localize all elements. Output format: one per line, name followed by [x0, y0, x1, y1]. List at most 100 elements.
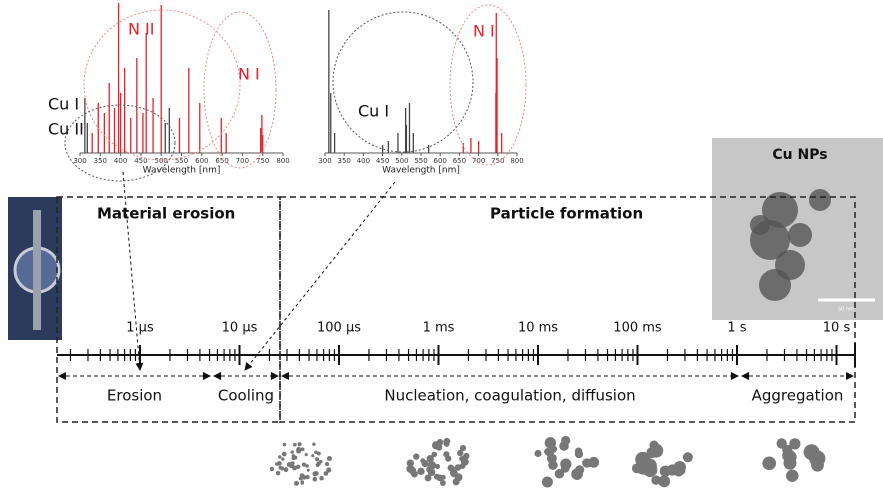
time-label: 10 µs: [222, 321, 258, 336]
cluster-particle: [643, 458, 657, 472]
cluster-particle: [291, 456, 295, 460]
time-label: 10 s: [823, 321, 851, 336]
photo-detail: [33, 210, 41, 330]
connector-arrow: [245, 182, 395, 370]
cluster-particle: [277, 461, 282, 466]
nanoparticle: [759, 269, 791, 301]
species-label: Cu II: [48, 120, 84, 139]
cluster-particle: [460, 445, 466, 451]
cluster-particle: [411, 471, 418, 478]
image-label: Cu NPs: [772, 147, 827, 163]
spectrum-tick-label: 750: [256, 157, 269, 165]
cluster-particle: [283, 443, 287, 447]
cluster-particle: [804, 444, 820, 460]
cluster-particle: [545, 437, 556, 448]
cluster-particle: [427, 455, 434, 462]
cluster-particle: [305, 464, 308, 467]
cluster-particle: [296, 447, 301, 452]
cluster-particle: [312, 443, 315, 446]
cluster-particle: [290, 450, 293, 453]
spectrum-tick-label: 600: [434, 157, 447, 165]
cluster-particle: [575, 450, 583, 458]
cluster-particle: [786, 469, 799, 482]
cluster-particle: [555, 469, 565, 479]
cluster-particle: [305, 453, 308, 456]
cluster-particle: [270, 467, 274, 471]
phase-label: Particle formation: [490, 205, 643, 223]
cluster-particle: [450, 469, 458, 477]
cluster-particle: [325, 472, 329, 476]
cluster-particle: [435, 464, 440, 469]
cluster-particle: [290, 462, 294, 466]
cluster-particle: [327, 456, 332, 461]
time-label: 100 µs: [317, 321, 361, 336]
cluster-particle: [417, 468, 424, 475]
cluster-particle: [293, 443, 297, 447]
cluster-particle: [319, 476, 324, 481]
cluster-particle: [297, 442, 301, 446]
phase-label: Material erosion: [97, 205, 235, 223]
cluster-particle: [632, 463, 642, 473]
figure: 300 350 400 450 500 550 600 650 700 750 800 Wavelen…: [0, 0, 883, 501]
stage-label: Aggregation: [752, 387, 844, 405]
spectrum-tick-label: 300: [73, 157, 86, 165]
cluster-particle: [445, 455, 451, 461]
species-label: Cu I: [48, 95, 79, 114]
cluster-particle: [762, 456, 776, 470]
cluster-particle: [317, 461, 321, 465]
spectrum-tick-label: 450: [376, 157, 389, 165]
cluster-particle: [281, 457, 284, 460]
cluster-particle: [300, 473, 305, 478]
spectrum-tick-label: 650: [453, 157, 466, 165]
scale-bar-label: 50 nm: [838, 307, 854, 313]
cluster-particle: [674, 467, 684, 477]
cluster-particle: [460, 463, 466, 469]
cluster-particle: [434, 474, 440, 480]
spectrum-tick-label: 800: [276, 157, 289, 165]
spectrum-tick-label: 750: [491, 157, 504, 165]
cluster-particle: [575, 465, 584, 474]
cluster-particle: [282, 452, 287, 457]
species-label: N I: [473, 22, 495, 41]
cluster-particle: [280, 466, 284, 470]
cluster-particle: [313, 477, 318, 482]
spectrum-tick-label: 300: [318, 157, 331, 165]
species-label: N I: [238, 65, 260, 84]
cluster-particle: [294, 481, 299, 486]
spectrum-tick-label: 350: [94, 157, 107, 165]
cluster-particle: [301, 481, 304, 484]
nanoparticle: [788, 223, 812, 247]
cluster-particle: [425, 475, 432, 482]
cluster-particle: [276, 471, 281, 476]
cluster-particle: [315, 471, 319, 475]
cluster-particle: [301, 447, 305, 451]
cluster-particle: [542, 476, 553, 487]
photo-label: Gas breakdown: [65, 205, 83, 336]
stage-label: Cooling: [218, 387, 274, 405]
spectrum-tick-label: 700: [236, 157, 249, 165]
time-label: 1 s: [727, 321, 746, 336]
cluster-particle: [658, 475, 670, 487]
cluster-particle: [413, 453, 419, 459]
spectrum-tick-label: 400: [114, 157, 127, 165]
cluster-particle: [441, 475, 446, 480]
spectrum-axis-label: Wavelength [nm]: [143, 166, 221, 176]
cluster-particle: [317, 452, 321, 456]
cluster-particle: [783, 457, 796, 470]
cluster-particle: [432, 441, 440, 449]
cluster-particle: [461, 456, 467, 462]
cluster-particle: [588, 457, 599, 468]
spectrum-tick-label: 700: [472, 157, 485, 165]
cluster-particle: [683, 452, 693, 462]
connector-arrow: [123, 172, 140, 370]
cluster-particle: [326, 467, 331, 472]
spectrum-tick-label: 500: [395, 157, 408, 165]
time-label: 1 µs: [126, 321, 154, 336]
spectrum-tick-label: 550: [414, 157, 427, 165]
cluster-particle: [444, 441, 450, 447]
stage-label: Nucleation, coagulation, diffusion: [384, 387, 635, 405]
time-label: 10 ms: [518, 321, 558, 336]
time-label: 100 ms: [613, 321, 662, 336]
stage-label: Erosion: [107, 387, 162, 405]
spectrum-tick-label: 350: [338, 157, 351, 165]
